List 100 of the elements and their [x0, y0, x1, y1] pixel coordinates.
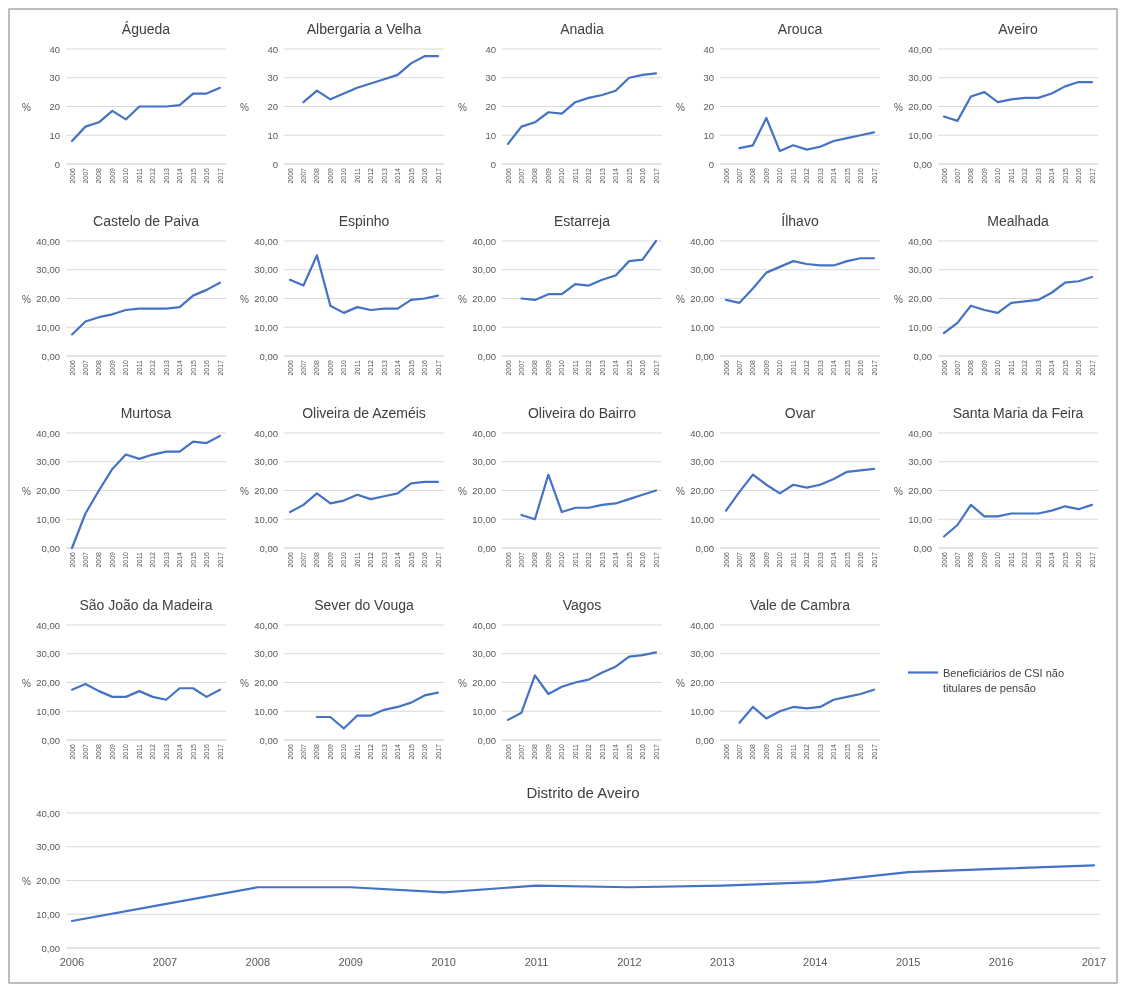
y-tick-label: 10 [267, 129, 278, 141]
chart-title: Estarreja [553, 213, 611, 229]
line-series [942, 503, 1094, 538]
y-tick-label: 30,00 [690, 456, 714, 468]
line-series [288, 254, 440, 314]
y-tick-label: 0 [490, 158, 496, 170]
y-axis-title: % [240, 485, 249, 497]
chart-title: São João da Madeira [79, 597, 213, 613]
y-tick-label: 40,00 [690, 619, 714, 631]
line-series [70, 864, 1096, 923]
y-tick-label: 0,00 [695, 734, 714, 746]
y-tick-label: 20,00 [472, 293, 496, 304]
y-tick-label: 40,00 [690, 235, 714, 247]
y-tick-label: 20,00 [36, 677, 60, 688]
y-tick-label: 30,00 [690, 264, 714, 276]
y-axis-title: % [240, 677, 249, 689]
line-series [70, 434, 222, 550]
y-tick-label: 20,00 [254, 485, 278, 496]
y-tick-label: 20 [703, 101, 714, 112]
x-tick-label: 2016 [988, 956, 1014, 968]
y-tick-label: 0 [272, 158, 278, 170]
y-axis-title: % [240, 101, 249, 113]
y-tick-label: 30,00 [254, 648, 278, 660]
y-tick-label: 20,00 [472, 677, 496, 688]
y-tick-label: 10,00 [254, 705, 278, 717]
chart-title: Mealhada [987, 213, 1049, 229]
chart-title: Vagos [562, 597, 602, 613]
y-axis-title: % [676, 485, 685, 497]
y-tick-label: 10,00 [254, 513, 278, 525]
y-tick-label: 40 [703, 43, 714, 55]
line-series [288, 480, 440, 514]
x-tick-label: 2014 [803, 956, 828, 968]
y-tick-label: 20,00 [690, 677, 714, 688]
line-series [738, 116, 876, 153]
y-tick-label: 0,00 [913, 158, 932, 170]
chart-title: Oliveira do Bairro [527, 405, 637, 421]
chart-title: Santa Maria da Feira [952, 405, 1084, 421]
line-series [520, 473, 658, 521]
y-tick-label: 0,00 [695, 350, 714, 362]
y-tick-label: 0,00 [477, 542, 496, 554]
y-tick-label: 40,00 [472, 427, 496, 439]
y-tick-label: 10,00 [472, 705, 496, 717]
chart-title: Arouca [777, 21, 823, 37]
y-tick-label: 10,00 [908, 513, 932, 525]
line-series [942, 80, 1094, 122]
y-tick-label: 10,00 [690, 513, 714, 525]
y-tick-label: 0,00 [41, 734, 60, 746]
chart-title: Castelo de Paiva [93, 213, 200, 229]
y-tick-label: 40,00 [36, 235, 60, 247]
y-tick-label: 10,00 [908, 129, 932, 141]
y-tick-label: 30,00 [908, 264, 932, 276]
y-tick-label: 30,00 [36, 264, 60, 276]
y-tick-label: 10,00 [36, 705, 60, 717]
line-series [70, 682, 222, 701]
y-tick-label: 10 [485, 129, 496, 141]
y-tick-label: 40,00 [36, 619, 60, 631]
chart-title: Aveiro [998, 21, 1038, 37]
chart-title: Anadia [560, 21, 605, 37]
y-tick-label: 30,00 [36, 841, 60, 853]
y-axis-title: % [676, 293, 685, 305]
y-tick-label: 20,00 [690, 293, 714, 304]
y-tick-label: 30,00 [908, 72, 932, 84]
y-axis-title: % [676, 677, 685, 689]
y-axis-title: % [22, 875, 31, 887]
line-series [724, 257, 876, 304]
line-series [520, 239, 658, 302]
x-tick-label: 2012 [617, 956, 642, 968]
y-tick-label: 40,00 [908, 43, 932, 55]
y-axis-title: % [22, 101, 31, 113]
y-tick-label: 30,00 [254, 456, 278, 468]
line-series [70, 86, 222, 143]
x-tick-label: 2009 [338, 956, 363, 968]
y-tick-label: 10,00 [908, 321, 932, 333]
y-tick-label: 20,00 [36, 293, 60, 304]
y-tick-label: 0,00 [913, 350, 932, 362]
y-axis-title: % [676, 101, 685, 113]
y-tick-label: 10,00 [36, 908, 60, 920]
line-series [738, 688, 876, 724]
y-tick-label: 30,00 [36, 456, 60, 468]
y-tick-label: 20,00 [908, 293, 932, 304]
y-axis-title: % [458, 293, 467, 305]
y-tick-label: 30,00 [472, 456, 496, 468]
y-tick-label: 10,00 [254, 321, 278, 333]
y-tick-label: 40 [267, 43, 278, 55]
y-tick-label: 40 [49, 43, 60, 55]
y-tick-label: 40,00 [472, 619, 496, 631]
chart-title: Vale de Cambra [749, 597, 851, 613]
y-axis-title: % [22, 677, 31, 689]
y-tick-label: 40,00 [36, 427, 60, 439]
y-tick-label: 30,00 [908, 456, 932, 468]
line-series [942, 275, 1094, 335]
y-tick-label: 20,00 [690, 485, 714, 496]
x-tick-label: 2008 [245, 956, 271, 968]
y-tick-label: 0,00 [913, 542, 932, 554]
x-tick-label: 2017 [1081, 956, 1107, 968]
y-tick-label: 0,00 [41, 542, 60, 554]
y-tick-label: 0,00 [695, 542, 714, 554]
line-series [302, 55, 440, 104]
y-axis-title: % [894, 293, 903, 305]
line-series [315, 691, 440, 730]
